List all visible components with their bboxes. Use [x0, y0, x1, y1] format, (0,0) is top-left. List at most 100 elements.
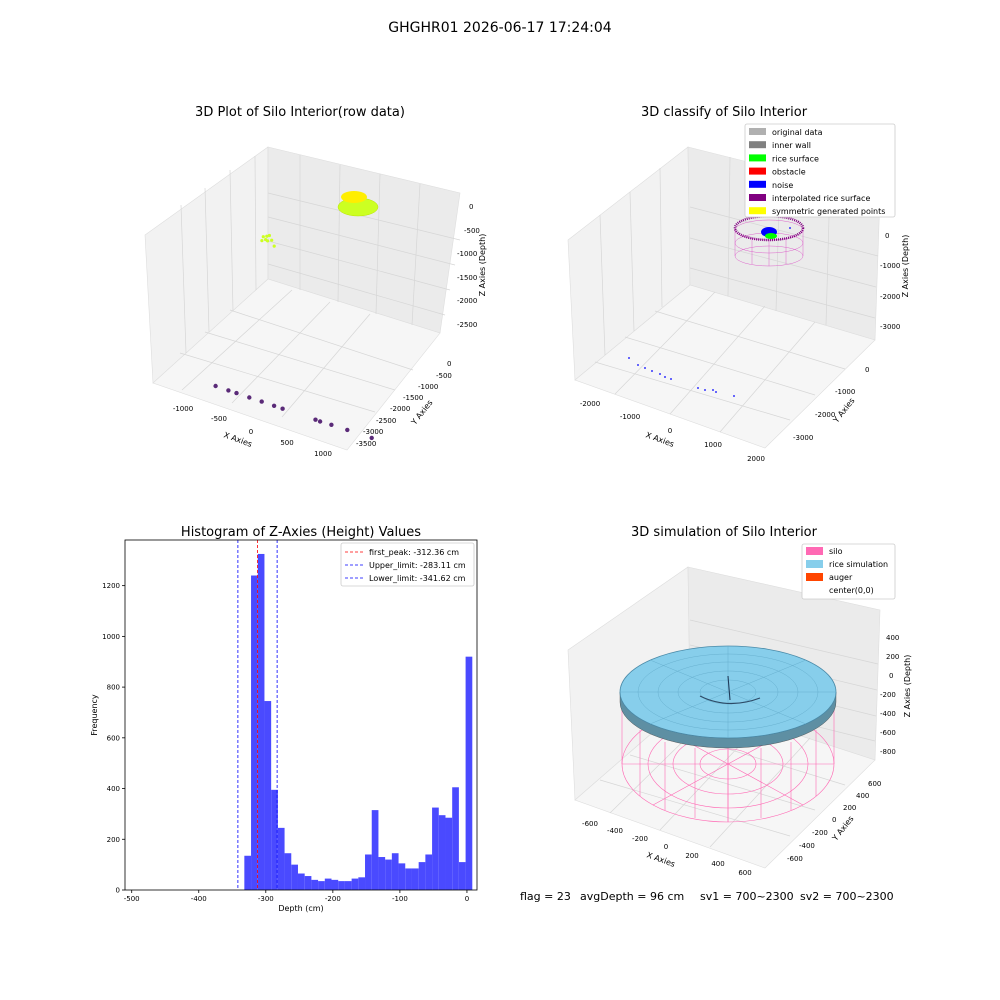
- x-tick-labels: -1000 -500 0 500 1000: [173, 405, 332, 458]
- noise-point: [715, 391, 717, 393]
- z-tick-label: 0: [889, 672, 893, 680]
- legend-frame: [801, 543, 896, 600]
- y-tick-label: -1500: [403, 394, 423, 402]
- y-tick-label: -2500: [376, 417, 396, 425]
- rice-surface-cluster: [765, 233, 777, 239]
- y-tick-label: -500: [436, 372, 452, 380]
- y-tick-label: 400: [107, 785, 120, 793]
- raw-point: [234, 390, 239, 396]
- z-tick-label: -2000: [880, 293, 900, 301]
- histogram-bar: [324, 878, 332, 890]
- noise-point: [644, 367, 646, 369]
- x-tick-label: 500: [280, 439, 293, 447]
- y-tick-label: -600: [787, 855, 803, 863]
- legend-swatch: [806, 573, 823, 581]
- histogram-bar: [398, 863, 406, 890]
- x-tick-label: -200: [632, 835, 648, 843]
- y-tick-label: 1000: [102, 633, 120, 641]
- z-tick-label: -800: [880, 748, 896, 756]
- noise-points-group: [628, 200, 791, 397]
- x-tick-label: 0: [664, 843, 668, 851]
- legend-swatch: [806, 547, 823, 555]
- x-tick-label: -400: [607, 827, 623, 835]
- z-axis-label: Z Axies (Depth): [901, 235, 910, 298]
- x-tick-label: 0: [249, 428, 253, 436]
- y-tick-labels: 0 -1000 -2000 -3000: [793, 366, 869, 442]
- raw-point: [270, 238, 274, 242]
- raw-point: [260, 239, 264, 243]
- x-tick-label: 1000: [704, 441, 722, 449]
- y-tick-labels: 0 -500 -1000 -1500 -2000 -2500 -3000 -35…: [356, 360, 452, 448]
- noise-point: [659, 373, 661, 375]
- y-tick-label: -200: [812, 829, 828, 837]
- y-tick-label: 600: [107, 734, 120, 742]
- histogram-bar: [371, 810, 379, 890]
- x-tick-label: -300: [258, 895, 274, 903]
- x-ticks: -500 -400 -300 -200 -100 0: [124, 890, 469, 903]
- histogram-bar: [297, 873, 305, 890]
- noise-point: [704, 389, 706, 391]
- noise-point: [697, 387, 699, 389]
- raw-point: [345, 427, 350, 433]
- pane-floor: [152, 278, 441, 451]
- histogram-bar: [411, 868, 419, 890]
- sv1-text: sv1 = 700~2300: [700, 890, 794, 903]
- z-tick-labels: 0 -1000 -2000 -3000: [880, 232, 900, 331]
- legend-frame: [744, 123, 896, 218]
- raw-point-cluster-top: [341, 191, 367, 203]
- y-tick-labels: 600 400 200 0 -200 -400 -600: [787, 780, 881, 863]
- legend-label: original data: [772, 128, 823, 137]
- histogram-bar: [311, 879, 319, 890]
- z-tick-label: -1000: [880, 262, 900, 270]
- y-tick-label: -1000: [835, 388, 855, 396]
- noise-point: [664, 376, 666, 378]
- z-tick-label: 200: [886, 653, 899, 661]
- y-tick-label: 200: [107, 836, 120, 844]
- histogram-bar: [445, 817, 453, 890]
- rice-surface-mesh: [620, 646, 836, 738]
- panel-simulation-3d: 3D simulation of Silo Interior: [567, 525, 912, 877]
- legend-label: noise: [772, 181, 793, 190]
- panel-classify-3d: 3D classify of Silo Interior -2000 -1000…: [567, 105, 910, 463]
- histogram-bar: [452, 787, 459, 890]
- z-tick-label: -1000: [457, 250, 477, 258]
- legend-label: obstacle: [772, 168, 806, 177]
- legend-label: symmetric generated points: [772, 207, 885, 216]
- x-tick-label: -2000: [580, 400, 600, 408]
- legend-label: rice simulation: [829, 560, 888, 569]
- histogram-bar: [304, 876, 312, 890]
- x-tick-label: -200: [325, 895, 341, 903]
- histogram-bar: [438, 815, 446, 890]
- noise-point: [651, 370, 653, 372]
- x-tick-label: 0: [465, 895, 469, 903]
- legend-swatch: [806, 560, 823, 568]
- z-tick-labels: 400 200 0 -200 -400 -600 -800: [880, 634, 899, 756]
- z-tick-label: -400: [880, 710, 896, 718]
- histogram-bar: [391, 853, 399, 890]
- z-axis-label: Z Axies (Depth): [478, 234, 487, 297]
- z-tick-labels: 0 -500 -1000 -1500 -2000 -2500: [457, 203, 480, 329]
- raw-point: [369, 435, 374, 441]
- legend-label: rice surface: [772, 154, 819, 163]
- grid-lines: [594, 156, 879, 433]
- histogram-legend: first_peak: -312.36 cm Upper_limit: -283.…: [340, 542, 475, 587]
- raw-point: [259, 399, 264, 404]
- x-tick-label: -1000: [173, 405, 193, 413]
- histogram-bar: [418, 862, 426, 890]
- raw-point: [329, 422, 334, 427]
- chart-title: Histogram of Z-Axies (Height) Values: [181, 525, 421, 540]
- avg-depth-text: avgDepth = 96 cm: [580, 890, 684, 903]
- raw-points-group: [213, 233, 374, 441]
- panel-histogram: Histogram of Z-Axies (Height) Values -50…: [90, 525, 478, 913]
- raw-point: [266, 239, 270, 243]
- legend-label: auger: [829, 573, 853, 582]
- y-tick-label: -3000: [363, 428, 383, 436]
- z-tick-label: 0: [885, 232, 889, 240]
- legend-swatch: [749, 167, 766, 175]
- raw-point: [280, 406, 285, 411]
- y-tick-label: 1200: [102, 582, 120, 590]
- histogram-bar: [318, 881, 325, 890]
- y-axis-label: Frequency: [90, 694, 99, 736]
- y-tick-label: 600: [868, 780, 881, 788]
- raw-point: [247, 395, 252, 400]
